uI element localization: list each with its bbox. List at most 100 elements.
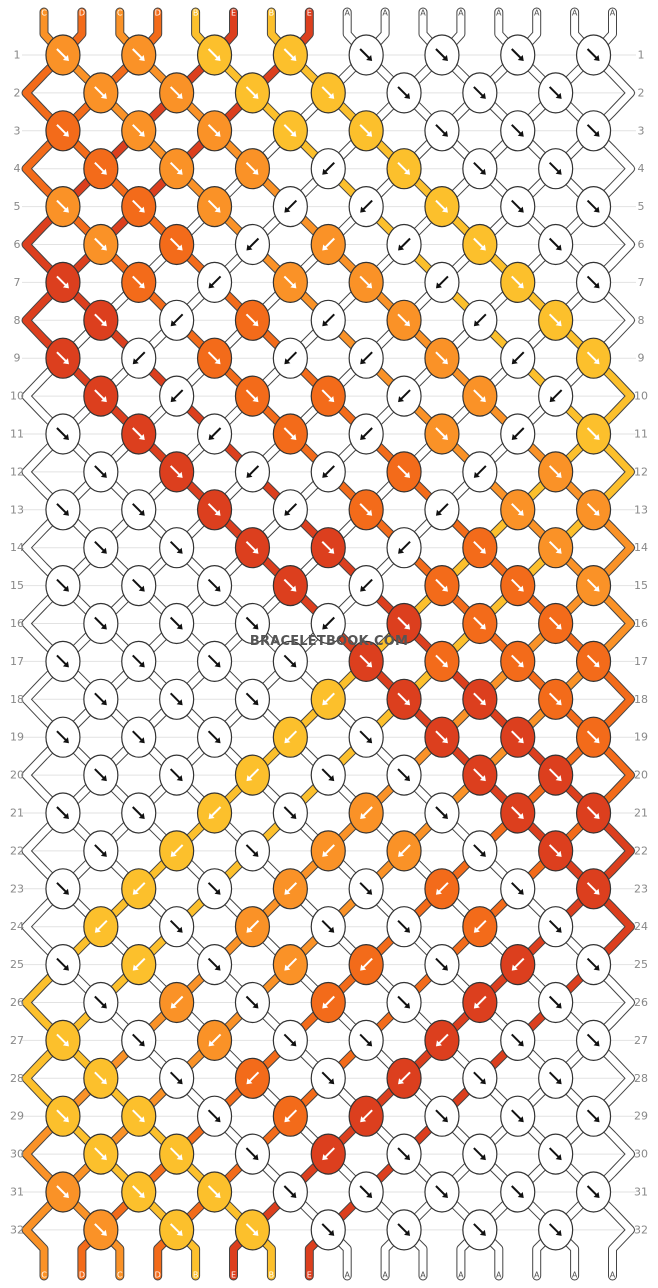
knot xyxy=(159,451,195,493)
arrow-down-right-icon xyxy=(586,882,600,895)
knot xyxy=(538,1057,574,1099)
knot xyxy=(121,868,157,910)
knot xyxy=(272,1019,308,1062)
knot xyxy=(386,375,422,417)
arrow-down-right-icon xyxy=(359,882,373,895)
knot xyxy=(538,981,574,1024)
row-number-left: 6 xyxy=(14,238,21,251)
arrow-down-left-icon xyxy=(246,1071,260,1085)
knot xyxy=(45,716,81,758)
arrow-down-right-icon xyxy=(169,1223,183,1236)
knot xyxy=(538,527,574,569)
knot xyxy=(424,792,460,834)
row-number-left: 16 xyxy=(10,617,24,630)
knot xyxy=(386,906,422,948)
knot xyxy=(575,716,612,758)
bottom-strand-label: B xyxy=(193,1271,199,1280)
knot xyxy=(159,602,195,645)
arrow-down-right-icon xyxy=(207,124,221,137)
knot xyxy=(196,261,233,303)
arrow-down-right-icon xyxy=(435,199,448,213)
arrow-down-right-icon xyxy=(56,427,69,440)
knot xyxy=(424,1019,460,1062)
arrow-down-right-icon xyxy=(586,48,600,61)
arrow-down-right-icon xyxy=(321,540,335,554)
knot xyxy=(159,299,195,341)
arrow-down-right-icon xyxy=(132,730,145,744)
knot xyxy=(196,110,233,152)
arrow-down-left-icon xyxy=(132,351,146,365)
arrow-down-right-icon xyxy=(283,275,297,289)
top-strand-label: E xyxy=(231,9,236,18)
row-number-right: 17 xyxy=(634,655,648,668)
arrow-down-left-icon xyxy=(284,882,298,895)
arrow-down-left-icon xyxy=(322,844,335,857)
arrow-down-left-icon xyxy=(322,1147,335,1161)
bottom-strand-label: C xyxy=(41,1271,47,1280)
arrow-down-right-icon xyxy=(511,124,524,137)
row-number-left: 24 xyxy=(10,920,24,933)
arrow-down-right-icon xyxy=(94,692,107,706)
knot xyxy=(310,148,346,190)
arrow-down-right-icon xyxy=(132,48,145,61)
arrow-down-right-icon xyxy=(132,654,145,668)
row-number-left: 19 xyxy=(10,731,24,744)
knot xyxy=(424,1171,460,1213)
knot xyxy=(500,489,536,531)
arrow-down-right-icon xyxy=(132,427,145,440)
knot xyxy=(159,981,195,1024)
knot xyxy=(462,148,498,190)
arrow-down-right-icon xyxy=(207,957,221,971)
row-number-right: 32 xyxy=(634,1223,648,1236)
arrow-down-right-icon xyxy=(321,1223,335,1236)
knot xyxy=(310,1057,346,1099)
knot xyxy=(538,754,574,796)
arrow-down-right-icon xyxy=(132,1109,145,1123)
arrow-down-right-icon xyxy=(56,882,69,895)
arrow-down-left-icon xyxy=(435,1033,449,1047)
arrow-down-left-icon xyxy=(170,844,184,857)
knot xyxy=(424,186,460,228)
arrow-down-right-icon xyxy=(56,199,69,213)
arrow-down-left-icon xyxy=(284,351,298,365)
row-number-left: 7 xyxy=(14,276,21,289)
arrow-down-right-icon xyxy=(511,1033,524,1047)
knot xyxy=(272,564,308,607)
knot xyxy=(462,72,498,114)
knot xyxy=(538,1209,574,1251)
row-number-right: 8 xyxy=(638,314,645,327)
row-number-right: 11 xyxy=(634,428,648,441)
arrow-down-right-icon xyxy=(94,465,107,478)
arrow-down-right-icon xyxy=(245,995,259,1009)
arrow-down-right-icon xyxy=(94,616,107,630)
knot xyxy=(386,223,422,266)
arrow-down-left-icon xyxy=(322,313,335,327)
knot xyxy=(234,981,271,1024)
knot xyxy=(45,34,81,76)
arrow-down-left-icon xyxy=(208,275,222,289)
bottom-strand-label: D xyxy=(155,1271,161,1280)
arrow-down-right-icon xyxy=(397,313,411,327)
arrow-down-left-icon xyxy=(132,957,146,971)
knot xyxy=(462,223,498,266)
arrow-down-right-icon xyxy=(283,654,297,668)
knot xyxy=(575,261,612,303)
row-number-left: 9 xyxy=(14,352,21,365)
arrow-down-right-icon xyxy=(94,1071,107,1085)
arrow-down-right-icon xyxy=(283,578,297,592)
knot xyxy=(121,186,157,228)
knot xyxy=(538,375,574,417)
row-number-right: 23 xyxy=(634,882,648,895)
arrow-down-right-icon xyxy=(207,199,221,213)
knot xyxy=(386,678,422,720)
knot xyxy=(45,337,81,379)
arrow-down-right-icon xyxy=(511,48,524,61)
arrow-down-left-icon xyxy=(322,465,335,478)
row-number-right: 25 xyxy=(634,958,648,971)
arrow-down-left-icon xyxy=(360,427,373,440)
knot xyxy=(196,868,233,910)
knot xyxy=(83,451,119,493)
knot xyxy=(575,1095,612,1137)
arrow-down-right-icon xyxy=(94,1223,107,1236)
row-number-left: 30 xyxy=(10,1148,24,1161)
